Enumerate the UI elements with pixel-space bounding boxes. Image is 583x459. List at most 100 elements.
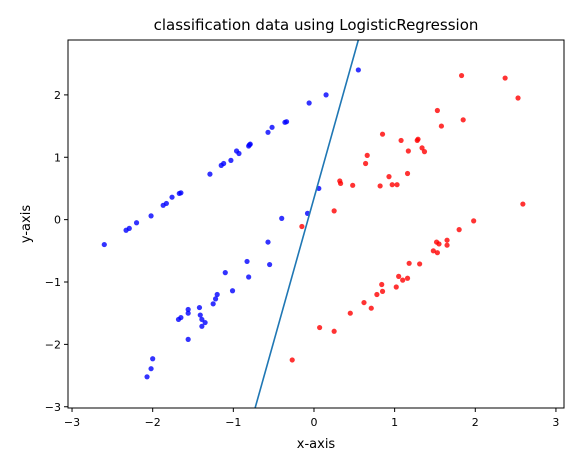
scatter-point	[214, 291, 220, 298]
scatter-point	[178, 190, 184, 196]
scatter-point	[185, 336, 191, 342]
scatter-point	[379, 288, 386, 294]
x-tick-label: −3	[64, 416, 80, 429]
scatter-point	[338, 180, 344, 187]
scatter-point	[150, 356, 156, 362]
scatter-point	[502, 75, 508, 81]
scatter-point	[355, 67, 361, 73]
series-0	[101, 67, 361, 380]
scatter-point	[101, 241, 107, 248]
scatter-point	[148, 366, 154, 372]
scatter-point	[247, 141, 253, 147]
scatter-point	[331, 328, 337, 334]
scatter-point	[185, 306, 191, 313]
plot-area-frame	[67, 39, 565, 409]
y-tick-label: −3	[45, 401, 61, 414]
x-tick-label: 3	[552, 416, 559, 429]
scatter-point	[389, 182, 395, 188]
scatter-point	[269, 124, 275, 130]
scatter-point	[210, 301, 216, 307]
scatter-point	[400, 277, 406, 283]
scatter-point	[419, 145, 425, 151]
scatter-point	[350, 182, 356, 188]
scatter-point	[317, 324, 323, 331]
scatter-point	[306, 100, 312, 106]
scatter-point	[221, 160, 227, 167]
scatter-point	[515, 95, 521, 101]
x-axis-label: x-axis	[297, 437, 336, 452]
scatter-point	[444, 242, 450, 248]
scatter-point	[222, 270, 228, 276]
scatter-point	[197, 312, 203, 318]
scatter-point	[433, 239, 440, 245]
scatter-point	[199, 316, 205, 323]
scatter-point	[386, 174, 392, 180]
y-tick-label: 1	[54, 151, 61, 164]
scatter-point	[456, 227, 462, 233]
scatter-point	[246, 274, 252, 280]
scatter-point	[228, 157, 234, 163]
x-tick-label: 1	[391, 416, 398, 429]
scatter-point	[377, 183, 383, 189]
scatter-point	[444, 237, 450, 243]
scatter-point	[196, 304, 203, 311]
y-tick-label: −1	[45, 276, 61, 289]
scatter-point	[133, 220, 140, 226]
chart-title: classification data using LogisticRegres…	[154, 16, 479, 34]
scatter-point	[430, 248, 436, 254]
scatter-point	[374, 291, 380, 298]
scatter-point	[144, 374, 150, 380]
series-1	[289, 72, 526, 363]
scatter-point	[185, 310, 191, 316]
scatter-point	[364, 152, 370, 158]
scatter-point	[417, 261, 423, 267]
scatter-point	[202, 319, 208, 326]
scatter-point	[404, 170, 411, 177]
scatter-point	[460, 117, 466, 123]
scatter-point	[406, 260, 412, 266]
scatter-point	[283, 119, 290, 125]
scatter-point	[394, 182, 400, 188]
x-tick-label: −1	[225, 416, 241, 429]
scatter-point	[398, 137, 404, 144]
scatter-point	[331, 208, 337, 214]
scatter-point	[265, 239, 271, 245]
y-axis-ticks: −3 −2 −1 0 1 2	[45, 89, 68, 414]
x-axis-ticks: −3 −2 −1 0 1 2 3	[64, 408, 559, 429]
scatter-point	[289, 357, 295, 363]
scatter-point	[520, 201, 526, 207]
scatter-point	[323, 92, 329, 98]
scatter-point	[434, 250, 440, 256]
scatter-point	[212, 296, 219, 302]
scatter-point	[207, 171, 213, 177]
scatter-point	[267, 261, 273, 268]
x-tick-label: 2	[472, 416, 479, 429]
plot-area	[101, 40, 526, 408]
scatter-point	[396, 273, 402, 279]
scatter-point	[438, 123, 445, 129]
y-tick-label: −2	[45, 338, 61, 351]
scatter-point	[148, 213, 154, 219]
scatter-point	[299, 223, 305, 230]
scatter-point	[163, 200, 169, 207]
scatter-point	[404, 275, 411, 281]
scatter-point	[421, 149, 428, 155]
scatter-point	[458, 72, 465, 79]
scatter-point	[363, 160, 369, 167]
scatter-point	[236, 150, 242, 157]
scatter-point	[199, 323, 205, 329]
scatter-point	[361, 299, 367, 306]
scatter-point	[379, 281, 385, 288]
decision-boundary-line	[254, 40, 360, 408]
y-axis-label: y-axis	[19, 205, 34, 243]
scatter-point	[393, 284, 399, 290]
scatter-point	[279, 215, 285, 221]
y-tick-label: 2	[54, 89, 61, 102]
scatter-point	[169, 194, 175, 200]
scatter-point	[415, 136, 421, 142]
scatter-point	[244, 258, 250, 265]
scatter-point	[126, 225, 132, 231]
scatter-point	[368, 305, 374, 311]
